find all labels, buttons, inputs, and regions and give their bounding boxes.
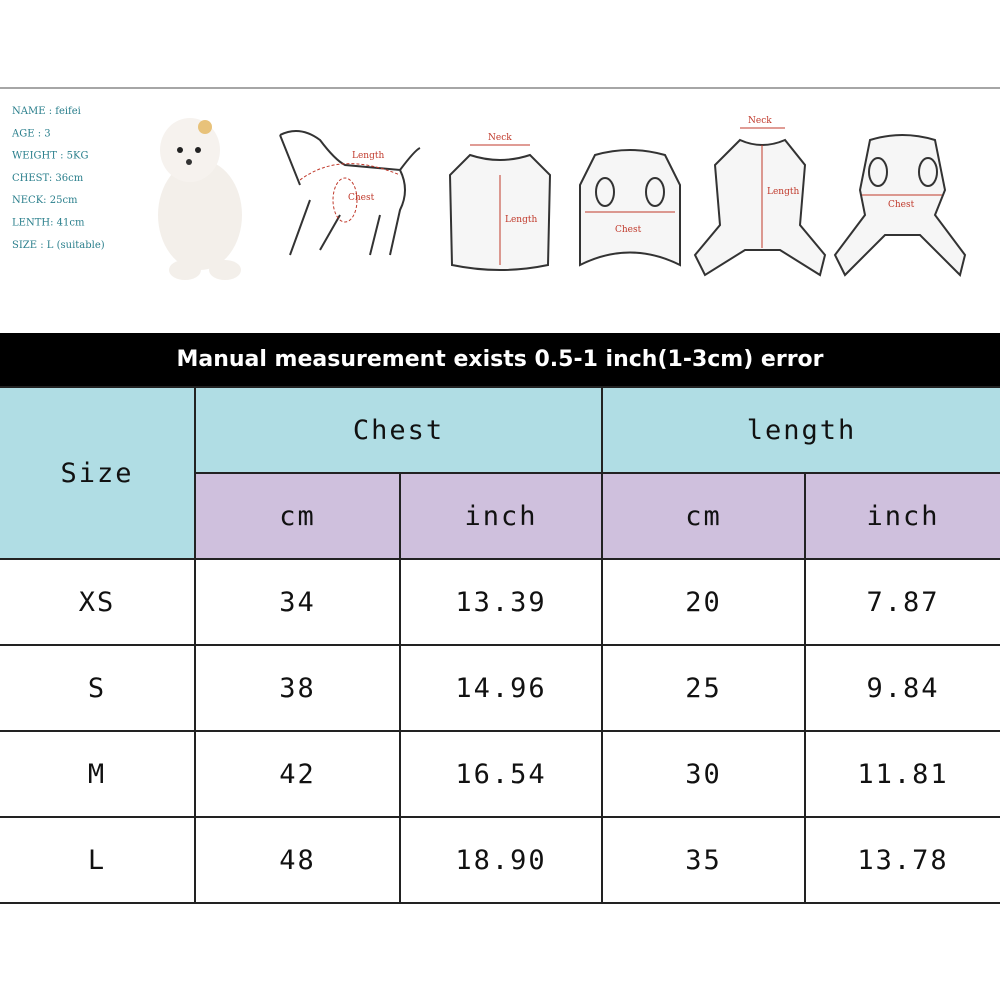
measure-cell: 18.90 [399, 816, 603, 904]
info-line: SIZE : L (suitable) [12, 240, 105, 251]
pet-info: NAME : feifei AGE : 3 WEIGHT : 5KG CHEST: 3… [11, 106, 105, 251]
info-line: NECK: 25cm [12, 195, 78, 206]
size-cell: S [0, 644, 196, 732]
size-row: S 38 14.96 25 9.84 [0, 644, 1000, 732]
measure-cell: 13.78 [803, 816, 1000, 904]
suit-back-diagram [833, 134, 967, 277]
unit-header: cm [195, 472, 401, 560]
measure-cell: 30 [601, 730, 806, 818]
info-line: AGE : 3 [11, 128, 51, 139]
shirt-chest-label: Chest [615, 225, 642, 235]
chest-header: Chest [194, 386, 603, 474]
info-line: NAME : feifei [12, 106, 81, 117]
info-line: CHEST: 36cm [12, 173, 84, 184]
measure-cell: 13.39 [399, 558, 603, 646]
measure-cell: 35 [601, 816, 806, 904]
measure-cell: 25 [601, 644, 806, 732]
suit-chest-label: Chest [888, 200, 915, 210]
size-table: Size Chest length cm inch cm inch XS 34 13… [0, 386, 1000, 904]
size-cell: XS [0, 558, 196, 646]
measure-cell: 7.87 [803, 558, 1000, 646]
unit-header: inch [803, 472, 1000, 560]
dog-chest-label: Chest [348, 193, 375, 203]
suit-neck-label: Neck [748, 116, 772, 126]
measure-cell: 38 [194, 644, 401, 732]
illustration: NAME : feifei AGE : 3 WEIGHT : 5KG CHEST: 3… [0, 87, 1000, 280]
size-cell: L [0, 816, 196, 904]
shirt-length-label: Length [505, 215, 537, 225]
unit-header: cm [601, 472, 806, 560]
shirt-back-diagram [579, 149, 681, 267]
measure-cell: 14.96 [399, 644, 603, 732]
measure-cell: 20 [601, 558, 806, 646]
info-line: WEIGHT : 5KG [12, 151, 88, 162]
dog-length-label: Length [352, 151, 384, 161]
measure-cell: 34 [194, 558, 401, 646]
shirt-front-diagram [448, 144, 552, 271]
length-header: length [600, 386, 1000, 474]
measure-cell: 11.81 [803, 730, 1000, 818]
suit-length-label: Length [767, 187, 799, 197]
measure-cell: 9.84 [803, 644, 1000, 732]
shirt-neck-label: Neck [488, 133, 512, 143]
size-row: M 42 16.54 30 11.81 [0, 730, 1000, 818]
size-header: Size [0, 386, 196, 560]
unit-header: inch [399, 472, 603, 560]
dog-photo [158, 118, 242, 280]
measure-cell: 48 [194, 816, 401, 904]
measure-cell: 16.54 [399, 730, 603, 818]
size-cell: M [0, 730, 196, 818]
dog-diagram [279, 130, 421, 256]
size-row: L 48 18.90 35 13.78 [0, 816, 1000, 904]
info-line: LENTH: 41cm [12, 218, 85, 229]
size-row: XS 34 13.39 20 7.87 [0, 558, 1000, 646]
suit-front-diagram [693, 127, 827, 277]
measure-cell: 42 [194, 730, 401, 818]
banner: Manual measurement exists 0.5-1 inch(1-3… [0, 333, 1000, 386]
